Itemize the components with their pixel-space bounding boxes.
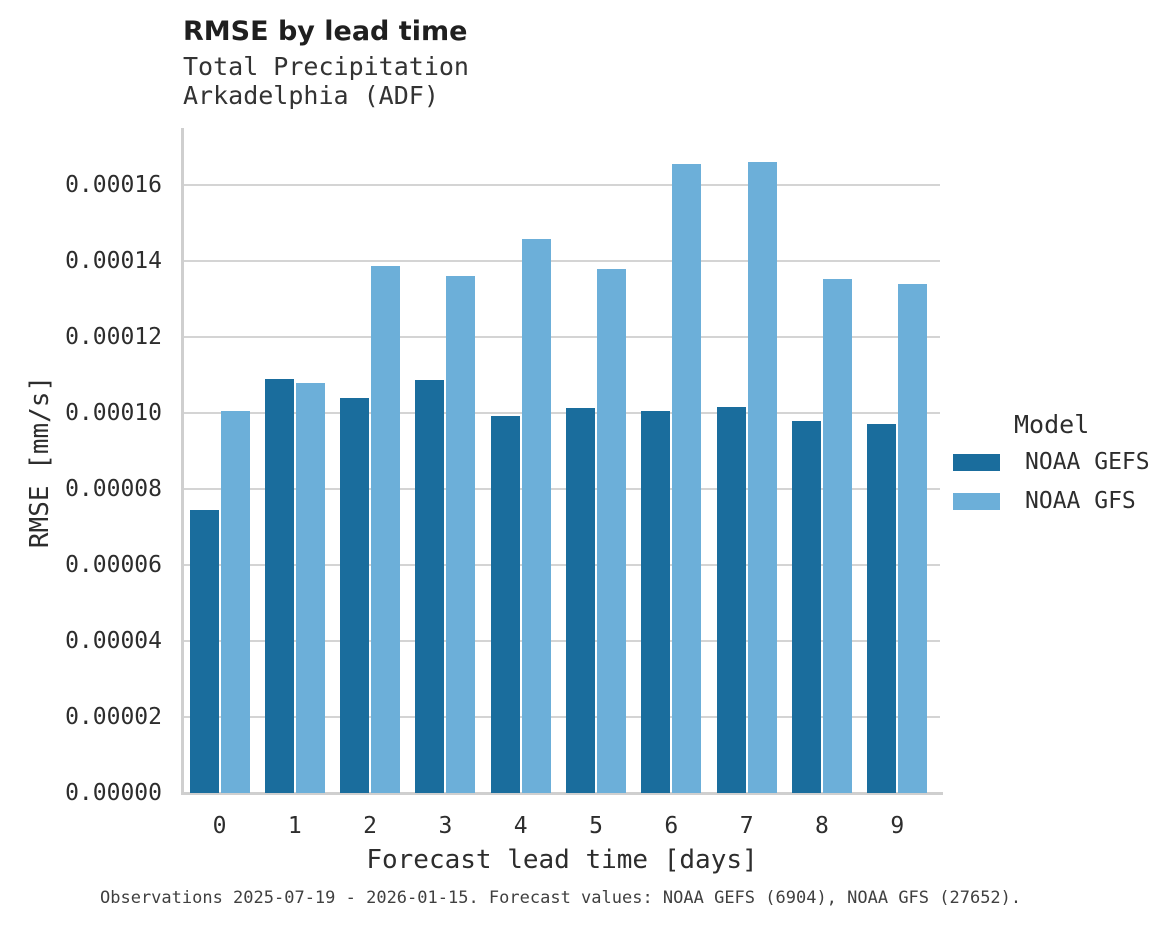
y-tick-label: 0.00002: [65, 704, 162, 730]
x-axis-label: Forecast lead time [days]: [366, 845, 758, 875]
chart-subtitle-variable: Total Precipitation: [183, 52, 469, 81]
bar-noaa-gefs-day-5: [566, 408, 596, 793]
legend-swatch-noaa-gefs: [953, 453, 1000, 471]
bar-noaa-gefs-day-1: [264, 379, 294, 793]
gridline: [184, 336, 940, 338]
bar-noaa-gfs-day-8: [822, 279, 852, 793]
bar-noaa-gefs-day-6: [641, 411, 671, 793]
caption: Observations 2025-07-19 - 2026-01-15. Fo…: [100, 888, 1022, 908]
bar-noaa-gfs-day-5: [597, 269, 627, 793]
y-tick-label: 0.00010: [65, 400, 162, 426]
y-axis-spine: [181, 128, 184, 795]
bar-noaa-gfs-day-3: [446, 276, 476, 793]
bar-noaa-gefs-day-4: [490, 416, 520, 793]
bar-noaa-gefs-day-9: [867, 424, 897, 793]
x-tick-label: 8: [815, 813, 829, 839]
bar-noaa-gfs-day-0: [220, 411, 250, 793]
bar-noaa-gfs-day-6: [672, 164, 702, 793]
legend-item-noaa-gefs: NOAA GEFS: [953, 449, 1150, 475]
x-tick-label: 3: [438, 813, 453, 839]
x-axis-spine: [181, 792, 943, 795]
x-tick-label: 9: [890, 813, 905, 839]
x-tick-label: 5: [589, 813, 603, 839]
bar-noaa-gefs-day-3: [415, 380, 445, 793]
gridline: [184, 184, 940, 186]
bar-noaa-gefs-day-2: [340, 398, 370, 793]
y-tick-label: 0.00004: [65, 628, 162, 654]
y-tick-label: 0.00000: [65, 780, 162, 806]
x-tick-label: 2: [363, 813, 378, 839]
legend-label-noaa-gefs: NOAA GEFS: [1025, 449, 1150, 475]
gridline: [184, 412, 940, 414]
bar-noaa-gfs-day-2: [371, 266, 401, 793]
legend-swatch-noaa-gfs: [953, 492, 1000, 510]
chart-subtitle-station: Arkadelphia (ADF): [183, 81, 439, 110]
legend-label-noaa-gfs: NOAA GFS: [1025, 488, 1136, 514]
x-tick-label: 4: [513, 813, 528, 839]
bar-noaa-gefs-day-0: [189, 510, 219, 793]
bar-noaa-gfs-day-9: [898, 284, 928, 793]
gridline: [184, 640, 940, 642]
x-tick-label: 6: [664, 813, 679, 839]
bar-noaa-gfs-day-4: [521, 239, 551, 793]
chart-title: RMSE by lead time: [183, 16, 468, 47]
bar-noaa-gfs-day-1: [295, 383, 325, 793]
gridline: [184, 488, 940, 490]
y-tick-label: 0.00006: [65, 552, 162, 578]
gridline: [184, 716, 940, 718]
x-tick-label: 0: [212, 813, 227, 839]
y-tick-label: 0.00016: [65, 172, 162, 198]
bar-noaa-gefs-day-8: [791, 421, 821, 793]
legend-item-noaa-gfs: NOAA GFS: [953, 488, 1150, 514]
y-tick-label: 0.00014: [65, 248, 162, 274]
x-tick-label: 7: [739, 813, 754, 839]
legend: Model NOAA GEFS NOAA GFS: [953, 410, 1150, 527]
bar-noaa-gefs-day-7: [716, 407, 746, 793]
x-tick-label: 1: [287, 813, 302, 839]
y-tick-label: 0.00008: [65, 476, 162, 502]
bar-noaa-gfs-day-7: [747, 162, 777, 793]
legend-title: Model: [1014, 410, 1090, 439]
gridline: [184, 564, 940, 566]
y-tick-label: 0.00012: [65, 324, 162, 350]
gridline: [184, 260, 940, 262]
